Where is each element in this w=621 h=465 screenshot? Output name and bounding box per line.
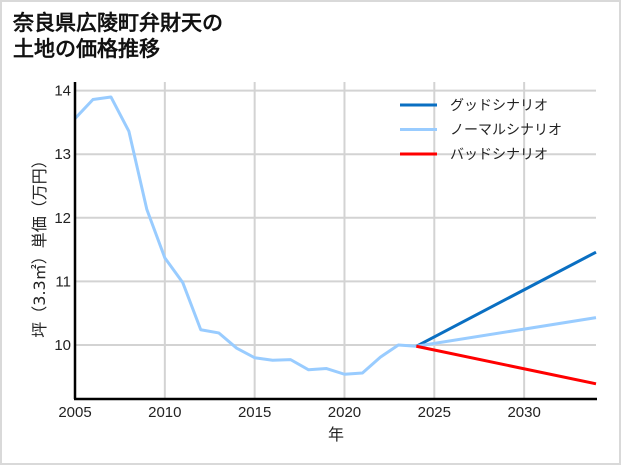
- x-tick-label: 2010: [148, 404, 181, 421]
- y-axis-label: 坪（3.3㎡）単価（万円）: [30, 152, 49, 337]
- x-axis-label: 年: [328, 425, 344, 444]
- bad-scenario-line: [416, 344, 597, 386]
- x-tick-label: 2015: [238, 404, 271, 421]
- legend-label: バッドシナリオ: [450, 147, 548, 163]
- axes: [73, 82, 597, 401]
- y-tick-label: 11: [55, 273, 71, 290]
- y-tick-labels: 10 11 12 13 14: [54, 83, 71, 354]
- x-tick-label: 2030: [507, 404, 540, 421]
- x-tick-label: 2025: [418, 404, 451, 421]
- x-tick-labels: 2005 2010 2015 2020 2025 2030: [58, 404, 541, 421]
- chart-title-line-1: 奈良県広陵町弁財天の: [13, 11, 223, 35]
- chart-title-line-2: 土地の価格推移: [13, 37, 160, 61]
- legend-label: グッドシナリオ: [450, 98, 548, 114]
- grid-lines: [75, 82, 596, 399]
- series-lines: [73, 95, 597, 386]
- legend-label: ノーマルシナリオ: [450, 123, 562, 139]
- y-tick-label: 14: [54, 83, 71, 100]
- y-tick-label: 10: [54, 337, 71, 354]
- y-tick-label: 12: [54, 210, 71, 227]
- good-scenario-line: [415, 250, 597, 348]
- y-tick-label: 13: [54, 146, 71, 163]
- chart-title: 奈良県広陵町弁財天の 土地の価格推移: [13, 10, 223, 62]
- x-tick-label: 2020: [328, 404, 361, 421]
- x-tick-label: 2005: [58, 404, 91, 421]
- normal-scenario-line: [416, 316, 597, 348]
- historical-price-line: [73, 95, 417, 376]
